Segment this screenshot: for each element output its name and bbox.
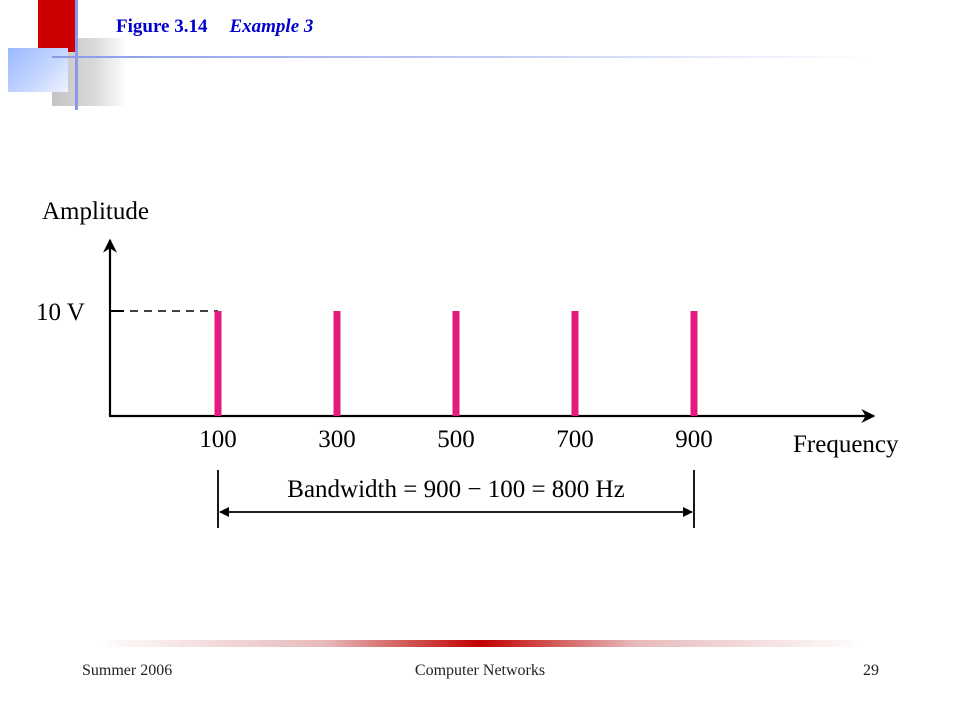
spectrum-bar [214,311,222,416]
footer-divider [95,640,865,647]
title-accent-blue-square [8,48,68,92]
y-axis-label: Amplitude [42,198,149,225]
x-tick-label: 500 [437,426,475,453]
slide-title: Figure 3.14 Example 3 [116,16,313,38]
spectrum-bar [690,311,698,416]
title-accent-vertical-line [75,0,78,110]
x-tick-label: 300 [318,426,356,453]
figure-number: Figure 3.14 [116,16,208,37]
spectrum-bar [452,311,460,416]
footer-course: Computer Networks [414,662,546,679]
bandwidth-annotation: Bandwidth = 900 − 100 = 800 Hz [287,476,624,503]
spectrum-bar [333,311,341,416]
slide-number: 29 [863,662,879,679]
x-axis-label: Frequency [793,431,899,458]
figure-caption: Example 3 [229,16,314,37]
x-tick-label: 100 [199,426,237,453]
spectrum-bar [571,311,579,416]
y-tick-label: 10 V [36,299,85,326]
footer-date: Summer 2006 [82,662,173,679]
x-tick-label: 700 [556,426,594,453]
x-tick-label: 900 [675,426,713,453]
title-accent-red-square [38,0,76,52]
title-underline [52,56,872,58]
